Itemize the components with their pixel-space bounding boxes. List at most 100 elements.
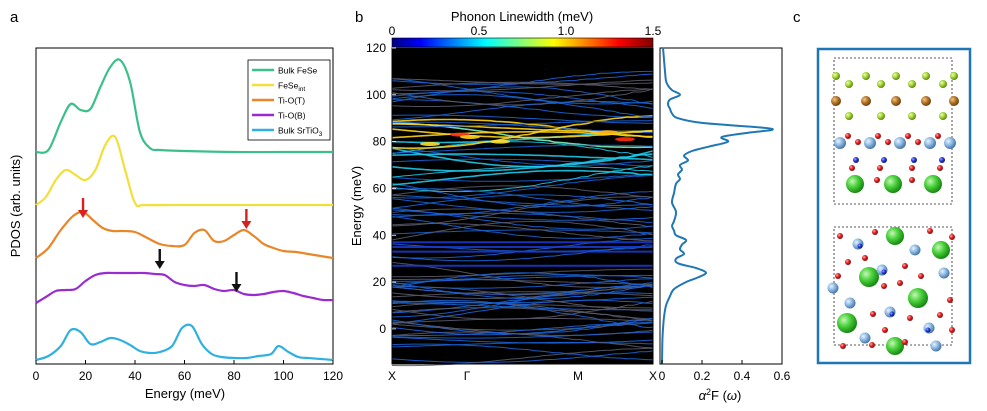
phonon-band: [391, 115, 654, 150]
o-atom: [835, 273, 841, 279]
phonon-band: [391, 88, 654, 106]
pdos-x-tick-label: 100: [273, 369, 293, 383]
pdos-x-axis-label: Energy (meV): [145, 386, 225, 401]
phonon-band: [391, 90, 654, 109]
phonon-band: [391, 190, 654, 216]
o-atom: [862, 255, 868, 261]
phonon-band: [391, 73, 654, 85]
o-atom: [877, 165, 883, 171]
o-atom: [840, 343, 846, 349]
ti-atom: [859, 332, 871, 344]
o-atom: [882, 327, 888, 333]
phonon-band: [391, 296, 654, 304]
fe-atom: [861, 96, 871, 106]
legend-label: Bulk SrTiO3: [278, 126, 323, 139]
pdos-x-tick-label: 0: [33, 369, 40, 383]
sr-atom: [908, 288, 928, 308]
colorbar-tick-label: 0: [389, 24, 396, 38]
sr-atom: [837, 313, 857, 333]
phonon-band: [391, 196, 654, 227]
o-atom: [918, 273, 924, 279]
pdos-x-tick-label: 60: [178, 369, 192, 383]
phonon-band: [391, 272, 654, 289]
black-arrow: [154, 261, 165, 269]
phonon-band: [391, 209, 654, 221]
se-atom: [877, 112, 885, 120]
a2f-curve: [661, 47, 774, 365]
pdos-series-fese_int: [35, 134, 333, 208]
pdos-series-bulk_srtio3: [35, 323, 334, 362]
pdos-legend-items: Bulk FeSe FeSeint Ti-O(T) Ti-O(B) Bulk SrTiO…: [252, 66, 323, 139]
se-atom: [908, 112, 916, 120]
se-atom: [922, 72, 930, 80]
o-atom: [849, 165, 855, 171]
o-atom: [949, 327, 955, 333]
colorbar-tick-label: 1.5: [645, 24, 662, 38]
o-atom: [845, 133, 851, 139]
colorbar-ticks: 0 0.5 1.0 1.5: [389, 24, 662, 38]
kpath-label: Γ: [464, 369, 471, 383]
ti-atom: [852, 238, 864, 250]
ti-atom: [924, 137, 936, 149]
o-atom: [909, 177, 915, 183]
linewidth-hotspot: [460, 134, 480, 139]
phonon-dispersion-plot: Phonon Linewidth (meV) 0 0.5 1.0 1.5 0 20 40 6…: [349, 9, 662, 383]
phonon-band: [391, 79, 654, 92]
phonon-band: [391, 128, 654, 139]
fe-atom: [949, 96, 959, 106]
phonon-band: [391, 278, 654, 289]
phonon-band: [391, 78, 654, 105]
colorbar-label: Phonon Linewidth (meV): [451, 9, 593, 24]
fe-atom: [921, 96, 931, 106]
atom-small: [939, 157, 945, 163]
panel-label-c: c: [793, 9, 801, 26]
o-atom: [870, 311, 876, 317]
phonon-band: [391, 331, 654, 339]
ti-atom: [930, 340, 942, 352]
legend-label: Ti-O(B): [278, 111, 306, 121]
o-atom: [947, 297, 953, 303]
pdos-series-bulk_fese: [35, 58, 333, 154]
linewidth-hotspot: [615, 137, 635, 142]
phonon-band: [391, 299, 654, 325]
a2f-x-tick-label: 0.4: [734, 369, 751, 383]
ti-atom: [844, 297, 856, 309]
phonon-band: [391, 194, 654, 209]
dispersion-y-tick-label: 80: [373, 135, 387, 149]
linewidth-hotspot: [490, 139, 510, 144]
phonon-band: [391, 350, 654, 363]
ti-atom: [938, 267, 950, 279]
sr-atom: [846, 175, 864, 193]
o-atom: [909, 165, 915, 171]
dispersion-y-tick-label: 100: [366, 88, 386, 102]
se-atom: [939, 80, 947, 88]
phonon-band: [391, 318, 654, 336]
ti-atom: [909, 244, 921, 256]
phonon-band: [391, 158, 654, 167]
se-atom: [832, 72, 840, 80]
o-atom: [845, 259, 851, 265]
o-atom: [837, 233, 843, 239]
dispersion-y-tick-label: 0: [379, 322, 386, 336]
se-atom: [862, 72, 870, 80]
colorbar-tick-label: 1.0: [558, 24, 575, 38]
phonon-band: [391, 343, 654, 361]
o-atom: [874, 177, 880, 183]
o-atom: [949, 234, 955, 240]
o-atom: [875, 133, 881, 139]
phonon-band: [391, 165, 654, 178]
phonon-band: [391, 153, 654, 161]
crystal-structure: [816, 47, 972, 365]
panel-label-b: b: [355, 9, 363, 26]
se-atom: [950, 72, 958, 80]
eliashberg-plot: 0 0.2 0.4 0.6 α2F (ω): [659, 47, 791, 403]
dispersion-y-tick-label: 60: [373, 181, 387, 195]
phonon-band: [391, 284, 654, 299]
phonon-band: [391, 317, 654, 324]
legend-label: Bulk FeSe: [278, 66, 317, 76]
phonon-band: [391, 144, 653, 154]
atom-small: [889, 311, 895, 317]
se-atom: [892, 72, 900, 80]
ti-atom: [864, 137, 876, 149]
